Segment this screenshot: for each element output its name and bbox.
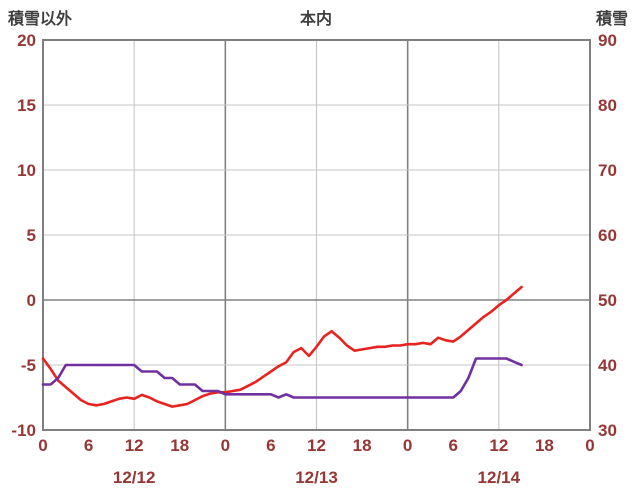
y-left-tick-label: 10 xyxy=(17,161,36,180)
x-tick-label: 6 xyxy=(266,436,276,455)
y-right-tick-label: 80 xyxy=(598,96,617,115)
x-tick-label: 18 xyxy=(170,436,190,455)
x-tick-label: 6 xyxy=(448,436,458,455)
x-tick-label: 12 xyxy=(489,436,509,455)
x-tick-label: 18 xyxy=(352,436,372,455)
y-right-tick-label: 30 xyxy=(598,421,617,440)
y-left-tick-label: 0 xyxy=(26,291,36,310)
y-right-tick-label: 70 xyxy=(598,161,617,180)
x-tick-label: 0 xyxy=(38,436,48,455)
x-date-label: 12/12 xyxy=(112,468,156,487)
y-left-tick-label: 15 xyxy=(17,96,36,115)
y-right-tick-label: 40 xyxy=(598,356,617,375)
chart-title: 本内 xyxy=(299,11,333,28)
x-tick-label: 18 xyxy=(534,436,554,455)
y-right-tick-label: 50 xyxy=(598,291,617,310)
left-axis-title: 積雪以外 xyxy=(8,11,73,28)
purple-line xyxy=(41,357,523,399)
x-tick-label: 0 xyxy=(220,436,231,455)
red-line xyxy=(41,285,523,408)
y-right-tick-label: 60 xyxy=(598,226,617,245)
x-tick-label: 12 xyxy=(307,436,326,455)
plot-border xyxy=(42,39,591,431)
x-tick-label: 0 xyxy=(585,436,595,455)
y-left-tick-label: -5 xyxy=(20,356,36,375)
x-date-label: 12/14 xyxy=(477,468,521,487)
x-date-label: 12/13 xyxy=(295,468,338,487)
y-left-tick-label: 5 xyxy=(26,226,36,245)
right-axis-title: 積雪 xyxy=(595,11,628,28)
y-left-tick-label: 20 xyxy=(17,31,36,50)
x-tick-label: 0 xyxy=(402,436,413,455)
y-right-tick-label: 90 xyxy=(598,31,617,50)
y-left-tick-label: -10 xyxy=(11,421,36,440)
x-tick-label: 6 xyxy=(83,436,94,455)
x-tick-label: 12 xyxy=(124,436,144,455)
